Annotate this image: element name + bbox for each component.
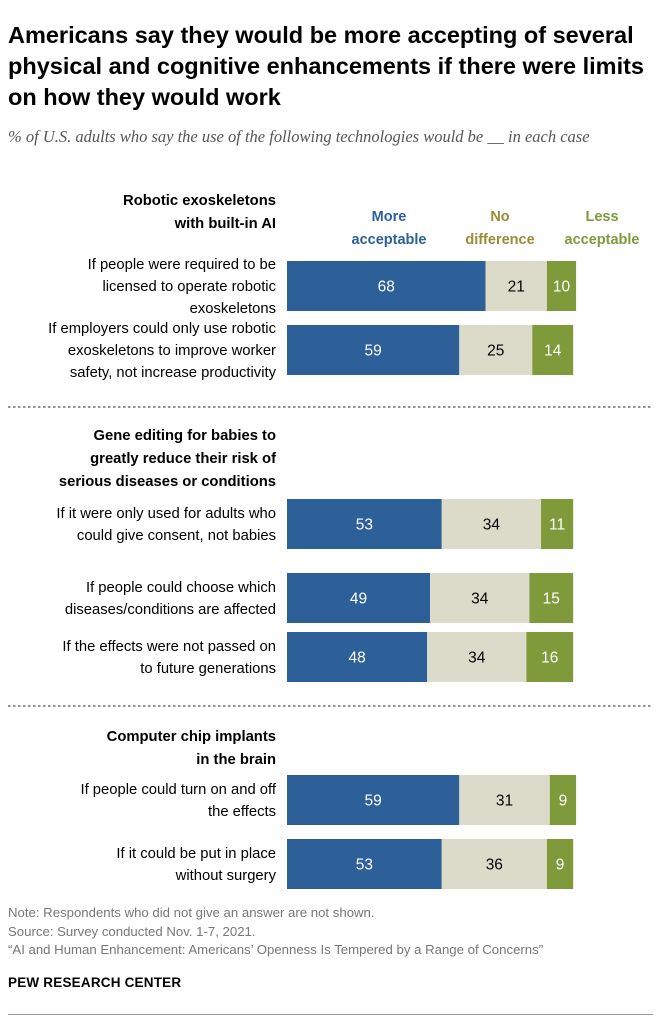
bar-segment-no-difference — [441, 839, 547, 889]
bar-label-2-1: If it were only used for adults who could… — [56, 506, 276, 544]
bar-segment-no-difference — [459, 325, 533, 375]
bar-segment-no-difference — [427, 632, 527, 682]
bottom-divider — [8, 1014, 653, 1015]
value-label-less-acceptable: 15 — [543, 591, 560, 608]
value-label-less-acceptable: 16 — [541, 650, 558, 667]
value-label-more-acceptable: 53 — [356, 857, 373, 874]
value-label-more-acceptable: 48 — [348, 650, 365, 667]
value-label-more-acceptable: 68 — [378, 279, 395, 296]
stacked-bar-chart: More acceptable No difference Less acceptable… — [8, 193, 653, 889]
bar-segment-less-acceptable — [549, 775, 577, 825]
bar-segment-less-acceptable — [529, 573, 574, 623]
group-heading-1: Robotic exoskeletons with built-in AI — [123, 193, 276, 232]
group-heading-3: Computer chip implants in the brain — [107, 729, 276, 768]
value-label-more-acceptable: 59 — [365, 793, 382, 810]
bar-segment-more-acceptable — [287, 573, 431, 623]
footnotes: Note: Respondents who did not give an an… — [8, 904, 658, 960]
value-label-less-acceptable: 14 — [544, 343, 562, 360]
value-label-no-difference: 34 — [471, 591, 489, 608]
bar-segment-no-difference — [459, 775, 550, 825]
bar-label-2-3: If the effects were not passed on to futu… — [62, 639, 276, 677]
bar-segment-more-acceptable — [287, 775, 460, 825]
bar-label-3-2: If it could be put in place without surge… — [116, 846, 276, 884]
value-label-less-acceptable: 10 — [553, 279, 571, 296]
bar-segment-less-acceptable — [546, 261, 577, 311]
bar-segment-no-difference — [441, 499, 542, 549]
value-label-no-difference: 21 — [508, 279, 525, 296]
report-title-text: “AI and Human Enhancement: Americans’ Op… — [8, 942, 544, 957]
bar-segment-less-acceptable — [526, 632, 574, 682]
value-label-more-acceptable: 53 — [356, 517, 373, 534]
bar-segment-less-acceptable — [546, 839, 574, 889]
bar-segment-more-acceptable — [287, 499, 442, 549]
value-label-less-acceptable: 9 — [556, 857, 565, 874]
value-label-no-difference: 34 — [483, 517, 501, 534]
value-label-more-acceptable: 49 — [350, 591, 367, 608]
value-label-more-acceptable: 59 — [365, 343, 382, 360]
note-text: Note: Respondents who did not give an an… — [8, 905, 375, 920]
legend-more-acceptable: More acceptable — [352, 209, 427, 248]
bar-segment-more-acceptable — [287, 632, 428, 682]
bar-label-1-2: If employers could only use robotic exosk… — [48, 321, 276, 381]
value-label-less-acceptable: 9 — [559, 793, 568, 810]
chart-title: Americans say they would be more accepti… — [8, 22, 645, 110]
bar-label-3-1: If people could turn on and off the effec… — [80, 782, 276, 820]
bar-label-2-2: If people could choose which diseases/con… — [65, 580, 276, 618]
value-label-no-difference: 31 — [496, 793, 513, 810]
group-heading-2: Gene editing for babies to greatly reduce… — [59, 428, 276, 490]
bar-segment-no-difference — [430, 573, 530, 623]
bar-label-1-1: If people were required to be licensed to… — [88, 257, 277, 317]
legend-no-difference: No difference — [465, 209, 534, 248]
value-label-no-difference: 34 — [468, 650, 486, 667]
bar-segment-more-acceptable — [287, 839, 442, 889]
bar-segment-less-acceptable — [532, 325, 574, 375]
value-label-no-difference: 25 — [487, 343, 504, 360]
legend-less-acceptable: Less acceptable — [565, 209, 640, 248]
bar-segment-more-acceptable — [287, 261, 486, 311]
pew-logo-text: PEW RESEARCH CENTER — [8, 975, 182, 990]
bar-segment-no-difference — [485, 261, 547, 311]
value-label-no-difference: 36 — [486, 857, 503, 874]
chart-subtitle: % of U.S. adults who say the use of the … — [8, 127, 590, 146]
source-text: Source: Survey conducted Nov. 1-7, 2021. — [8, 923, 256, 939]
value-label-less-acceptable: 11 — [549, 517, 565, 534]
bar-segment-less-acceptable — [541, 499, 574, 549]
bar-segment-more-acceptable — [287, 325, 460, 375]
